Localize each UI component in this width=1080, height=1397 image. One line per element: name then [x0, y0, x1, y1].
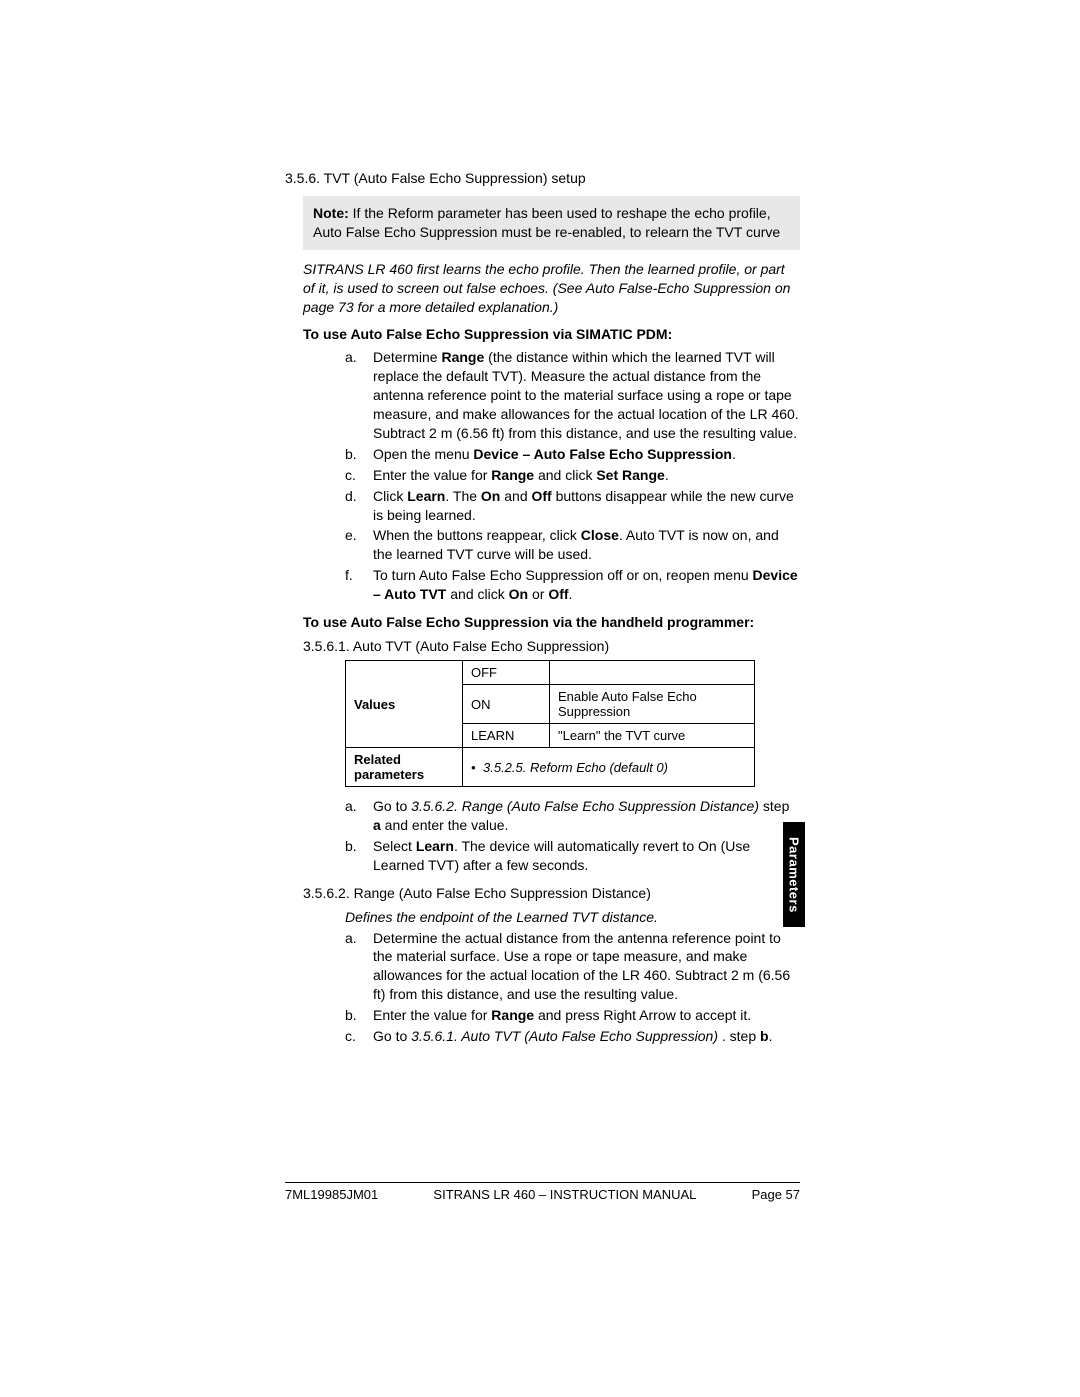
- pdm-heading: To use Auto False Echo Suppression via S…: [303, 326, 800, 342]
- pdm-step-e: When the buttons reappear, click Close. …: [345, 526, 800, 564]
- text: Device – Auto False Echo Suppression: [473, 446, 732, 462]
- step3-c: Go to 3.5.6.1. Auto TVT (Auto False Echo…: [345, 1027, 800, 1046]
- text: and click: [534, 467, 596, 483]
- text: .: [769, 1028, 773, 1044]
- sub-3561: 3.5.6.1. Auto TVT (Auto False Echo Suppr…: [303, 638, 800, 654]
- sub-3562-def: Defines the endpoint of the Learned TVT …: [345, 909, 800, 925]
- text: .: [665, 467, 669, 483]
- pdm-step-b: Open the menu Device – Auto False Echo S…: [345, 445, 800, 464]
- text: Enter the value for: [373, 467, 491, 483]
- text: and press Right Arrow to accept it.: [534, 1007, 751, 1023]
- text: Range: [491, 1007, 534, 1023]
- text: Open the menu: [373, 446, 473, 462]
- text: Range: [491, 467, 534, 483]
- text: Go to: [373, 798, 411, 814]
- step2-a: Go to 3.5.6.2. Range (Auto False Echo Su…: [345, 797, 800, 835]
- cell-on: ON: [463, 685, 550, 724]
- text: Close: [581, 527, 619, 543]
- pdm-step-a: Determine Range (the distance within whi…: [345, 348, 800, 442]
- cell-off-desc: [550, 661, 755, 685]
- pdm-step-f: To turn Auto False Echo Suppression off …: [345, 566, 800, 604]
- values-label-cell: Values: [346, 661, 463, 748]
- text: Determine: [373, 349, 441, 365]
- note-box: Note: If the Reform parameter has been u…: [303, 196, 800, 250]
- footer: 7ML19985JM01 SITRANS LR 460 – INSTRUCTIO…: [285, 1182, 800, 1202]
- pdm-step-d: Click Learn. The On and Off buttons disa…: [345, 487, 800, 525]
- heading-356: 3.5.6. TVT (Auto False Echo Suppression)…: [285, 170, 800, 186]
- text: On: [509, 586, 528, 602]
- step3-a: Determine the actual distance from the a…: [345, 929, 800, 1005]
- intro-italic: SITRANS LR 460 first learns the echo pro…: [303, 260, 800, 317]
- text: Off: [548, 586, 568, 602]
- steps3: Determine the actual distance from the a…: [345, 929, 800, 1046]
- table-row: Related parameters 3.5.2.5. Reform Echo …: [346, 748, 755, 787]
- text: Go to: [373, 1028, 411, 1044]
- related-cell: 3.5.2.5. Reform Echo (default 0): [463, 748, 755, 787]
- sub-3562: 3.5.6.2. Range (Auto False Echo Suppress…: [303, 885, 800, 901]
- pdm-step-c: Enter the value for Range and click Set …: [345, 466, 800, 485]
- cell-learn: LEARN: [463, 724, 550, 748]
- text: Range: [441, 349, 484, 365]
- cell-off: OFF: [463, 661, 550, 685]
- text: . step: [722, 1028, 760, 1044]
- footer-center: SITRANS LR 460 – INSTRUCTION MANUAL: [433, 1187, 696, 1202]
- note-text: If the Reform parameter has been used to…: [313, 205, 780, 240]
- text: or: [528, 586, 548, 602]
- text: step: [763, 798, 789, 814]
- text: 3.5.6.2. Range (Auto False Echo Suppress…: [411, 798, 763, 814]
- related-label-cell: Related parameters: [346, 748, 463, 787]
- text: Learn: [416, 838, 454, 854]
- note-label: Note:: [313, 205, 349, 221]
- footer-left: 7ML19985JM01: [285, 1187, 378, 1202]
- handheld-heading: To use Auto False Echo Suppression via t…: [303, 614, 800, 630]
- text: and enter the value.: [381, 817, 509, 833]
- text: and: [500, 488, 531, 504]
- manual-page: 3.5.6. TVT (Auto False Echo Suppression)…: [0, 0, 1080, 1397]
- table-row: Values OFF: [346, 661, 755, 685]
- text: Click: [373, 488, 407, 504]
- values-table: Values OFF ON Enable Auto False Echo Sup…: [345, 660, 755, 787]
- text: On: [481, 488, 500, 504]
- cell-on-desc: Enable Auto False Echo Suppression: [550, 685, 755, 724]
- cell-learn-desc: "Learn" the TVT curve: [550, 724, 755, 748]
- text: Off: [532, 488, 552, 504]
- text: Learn: [407, 488, 445, 504]
- footer-right: Page 57: [752, 1187, 800, 1202]
- text: 3.5.6.1. Auto TVT (Auto False Echo Suppr…: [411, 1028, 722, 1044]
- steps2: Go to 3.5.6.2. Range (Auto False Echo Su…: [345, 797, 800, 875]
- text: To turn Auto False Echo Suppression off …: [373, 567, 753, 583]
- text: .: [569, 586, 573, 602]
- text: and click: [446, 586, 508, 602]
- step3-b: Enter the value for Range and press Righ…: [345, 1006, 800, 1025]
- text: a: [373, 817, 381, 833]
- side-tab-parameters: Parameters: [783, 822, 805, 927]
- text: .: [732, 446, 736, 462]
- related-item: 3.5.2.5. Reform Echo (default 0): [471, 760, 746, 775]
- text: . The: [445, 488, 481, 504]
- step2-b: Select Learn. The device will automatica…: [345, 837, 800, 875]
- text: Enter the value for: [373, 1007, 491, 1023]
- text: b: [760, 1028, 769, 1044]
- text: Set Range: [596, 467, 664, 483]
- pdm-steps: Determine Range (the distance within whi…: [345, 348, 800, 604]
- text: Select: [373, 838, 416, 854]
- text: When the buttons reappear, click: [373, 527, 581, 543]
